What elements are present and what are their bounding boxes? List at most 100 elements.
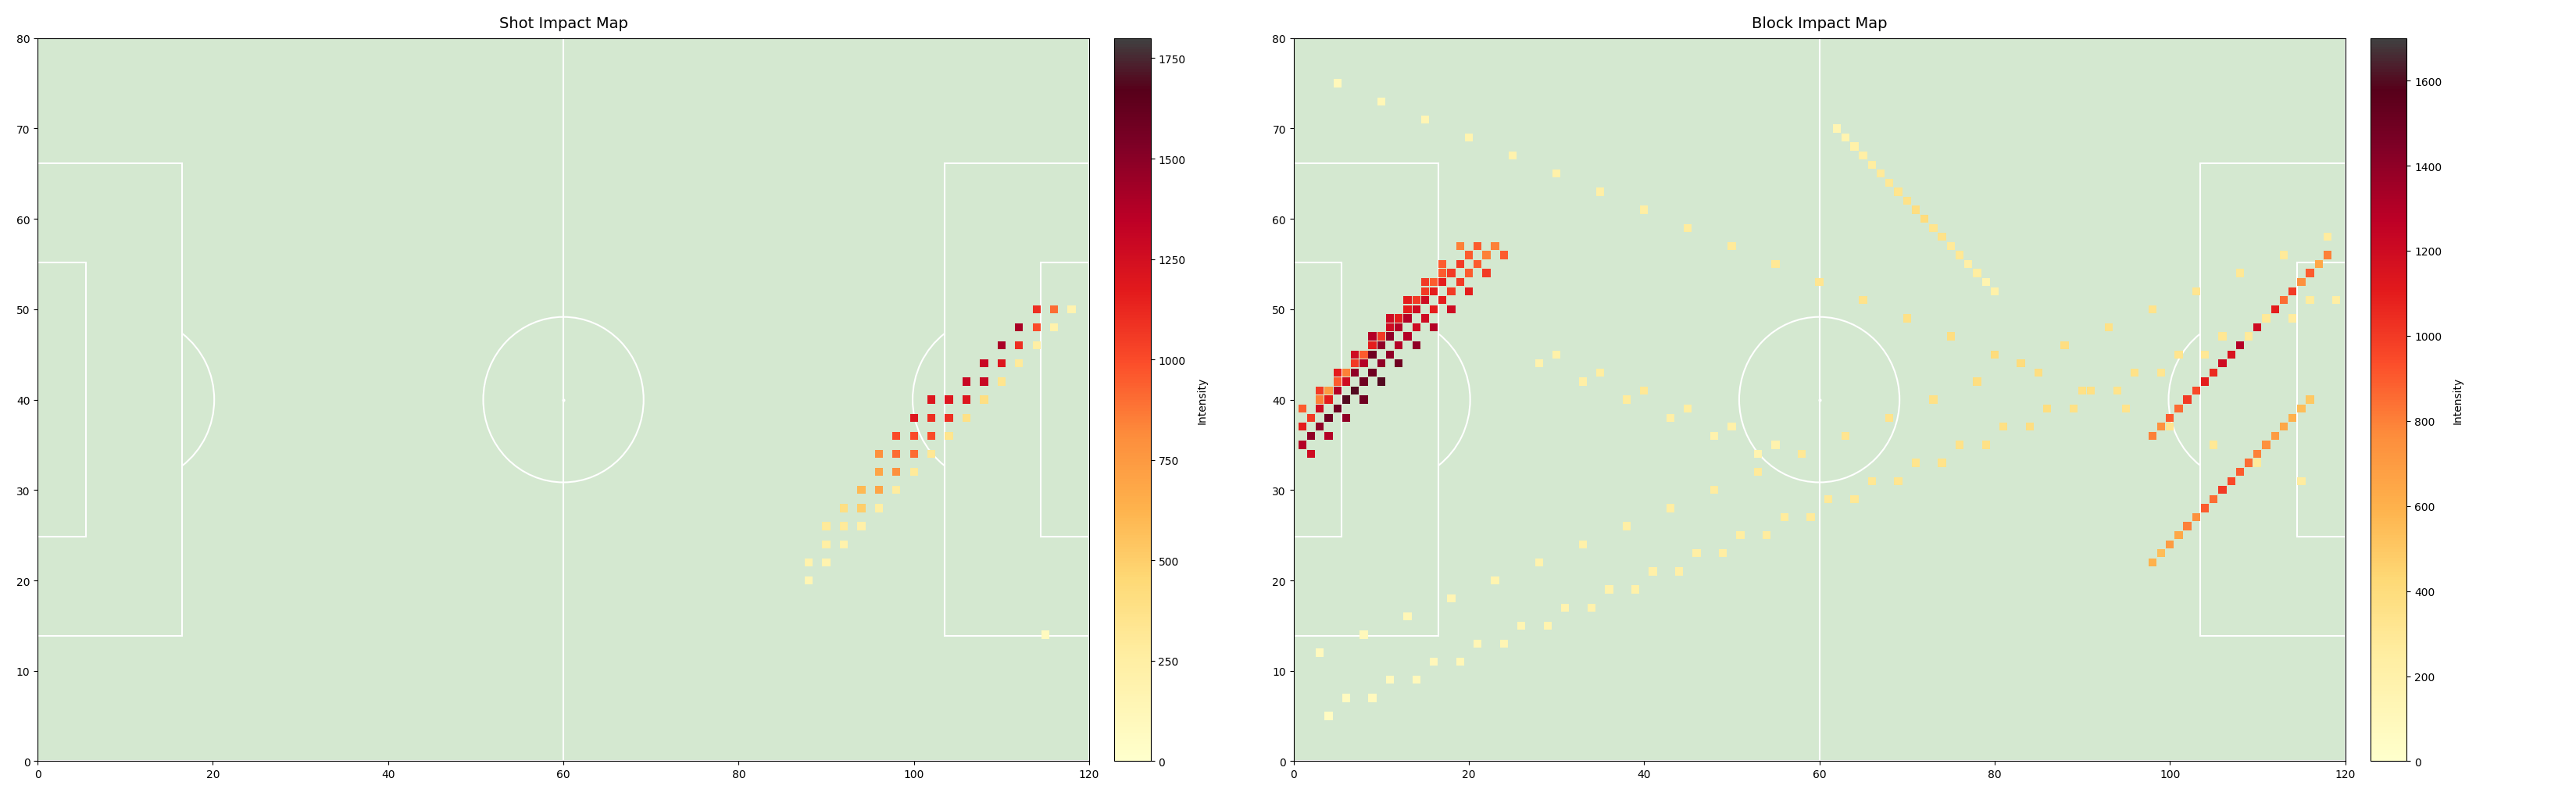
Point [1298, 394, 1340, 407]
Point [1886, 195, 1927, 208]
Bar [945, 164, 1090, 636]
Point [945, 376, 987, 388]
Point [1342, 376, 1383, 388]
Point [927, 430, 969, 443]
Point [858, 466, 899, 478]
Point [1623, 384, 1664, 397]
Point [2316, 295, 2357, 307]
Point [1033, 303, 1074, 316]
Point [1473, 240, 1515, 253]
Point [1517, 357, 1558, 370]
Point [1448, 132, 1489, 145]
Point [858, 466, 899, 478]
Point [997, 322, 1038, 334]
Point [2141, 366, 2182, 379]
Point [909, 412, 951, 424]
Point [1605, 394, 1646, 407]
Point [909, 412, 951, 424]
Point [1561, 538, 1602, 551]
Point [1824, 430, 1865, 443]
Point [1649, 502, 1690, 515]
Point [1736, 466, 1777, 478]
Point [963, 357, 1005, 370]
Point [1455, 258, 1497, 271]
Point [1412, 322, 1453, 334]
Point [876, 448, 917, 461]
Point [876, 448, 917, 461]
Point [963, 376, 1005, 388]
Point [1396, 673, 1437, 686]
Point [2306, 231, 2347, 244]
Bar [2200, 164, 2344, 636]
Point [1404, 312, 1445, 325]
Point [1484, 638, 1525, 650]
Point [1535, 168, 1577, 181]
Point [788, 556, 829, 569]
Point [1404, 295, 1445, 307]
Point [1386, 330, 1427, 343]
Point [1440, 276, 1481, 289]
Point [1051, 303, 1092, 316]
Point [1937, 439, 1978, 451]
Point [1360, 330, 1401, 343]
Point [1334, 366, 1376, 379]
Point [2043, 339, 2084, 352]
Point [1484, 249, 1525, 262]
Point [2200, 484, 2241, 497]
Point [806, 520, 848, 533]
Point [1334, 357, 1376, 370]
Point [1291, 430, 1332, 443]
Point [1015, 339, 1056, 352]
Point [997, 322, 1038, 334]
Point [1922, 457, 1963, 470]
Point [1674, 547, 1716, 560]
Point [1368, 312, 1409, 325]
Point [963, 394, 1005, 407]
Point [1659, 565, 1700, 578]
Point [1973, 349, 2014, 361]
Point [963, 357, 1005, 370]
Point [2156, 349, 2197, 361]
Point [2280, 403, 2321, 416]
Point [1430, 285, 1471, 298]
Point [1386, 312, 1427, 325]
Point [1605, 520, 1646, 533]
Point [1780, 448, 1821, 461]
Point [2061, 384, 2102, 397]
Point [2287, 295, 2329, 307]
Point [1492, 150, 1533, 162]
Point [822, 538, 863, 551]
Point [2141, 547, 2182, 560]
Point [2228, 330, 2269, 343]
Point [1440, 258, 1481, 271]
Point [876, 448, 917, 461]
Point [858, 502, 899, 515]
Point [858, 448, 899, 461]
Point [1571, 601, 1613, 614]
Point [1878, 186, 1919, 199]
Point [1790, 511, 1832, 524]
Point [2244, 312, 2285, 325]
Point [909, 412, 951, 424]
Point [876, 430, 917, 443]
Point [1404, 285, 1445, 298]
Point [1517, 556, 1558, 569]
Point [927, 394, 969, 407]
Point [1473, 574, 1515, 587]
Point [1015, 322, 1056, 334]
Y-axis label: Intensity: Intensity [1195, 377, 1208, 423]
Point [1904, 213, 1945, 226]
Point [1316, 366, 1358, 379]
Point [1309, 430, 1350, 443]
Point [2166, 394, 2208, 407]
Point [1309, 710, 1350, 723]
Point [1893, 457, 1935, 470]
Point [822, 520, 863, 533]
Point [822, 502, 863, 515]
Point [1455, 638, 1497, 650]
Point [876, 448, 917, 461]
Point [1965, 439, 2007, 451]
Point [2097, 384, 2138, 397]
Point [1342, 394, 1383, 407]
Point [1448, 285, 1489, 298]
